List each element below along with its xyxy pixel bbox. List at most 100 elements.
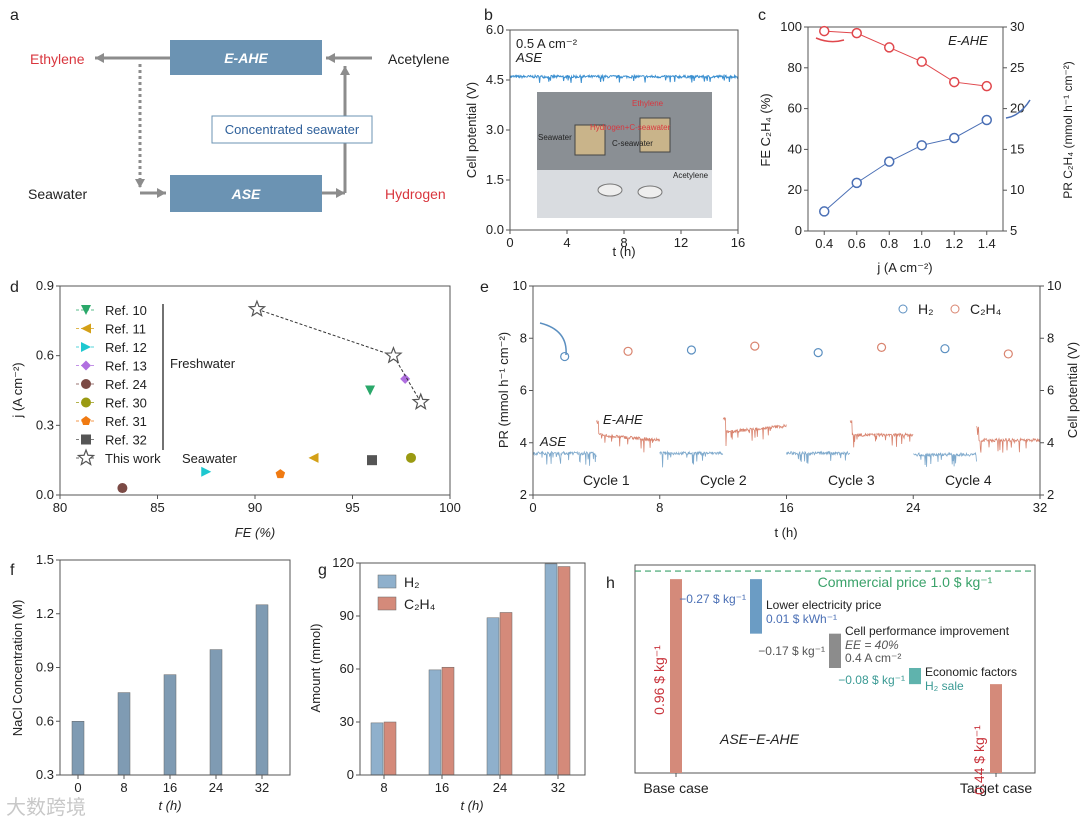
inset-bottle [597,183,623,197]
inset-bottle [637,185,663,199]
inset-cell-right [639,117,671,153]
legend-marker-square-icon [81,434,91,445]
left-axis-arrow-icon [815,37,845,43]
panel-h-chart: Commercial price 1.0 $ kg⁻¹ Base case 0.96… [634,564,1036,796]
legend-marker-tri-left-icon [81,323,91,334]
bar-h2 [544,563,558,776]
y-tick-label: 25 [1010,60,1024,75]
y-axis-label: Cell potential (V) [464,82,479,178]
legend-label: Ref. 30 [105,396,147,411]
panel-letter: b [484,7,493,24]
x-axis-label: t (h) [774,525,797,540]
panel-d-chart: 80 85 90 95 100 0.0 0.3 0.6 0.9 FE (%) j (A cm⁻²) R… [10,278,461,540]
panel-letter: a [10,7,19,24]
y-tick-label: 0.3 [36,417,54,432]
y-tick-label: 6 [520,383,527,398]
text-label: Concentrated seawater [225,122,360,137]
legend-label: Ref. 12 [105,340,147,355]
legend-label: Ref. 24 [105,377,147,392]
data-point-ref-24 [117,483,128,494]
potential-segment-e-ahe [722,416,787,447]
bar-c2h4 [383,721,397,776]
step-title: Lower electricity price [766,598,882,612]
inset-label: Seawater [538,133,572,142]
step-detail: H₂ sale [925,679,964,693]
legend-marker-star-icon [76,448,96,466]
x-tick-label: 16 [779,500,793,515]
this-work-dashed-line [256,308,422,403]
concentrated-seawater-box [211,115,373,144]
y-tick-label: 10 [1047,278,1061,293]
bar-c2h4 [441,666,455,776]
arrow-hydrogen-up-head [340,66,350,75]
arrow-to-hydrogen-head [336,188,345,198]
cycle-label: Cycle 2 [700,472,747,488]
x-axis-label: t (h) [460,798,483,813]
y-tick-label: 90 [340,608,354,623]
bar [209,649,223,776]
x-tick-label: 0 [506,235,513,250]
bar-value-label: 0.44 $ kg⁻¹ [971,725,987,795]
pr-point-h2 [686,345,697,355]
y-axis-label: PR (mmol h⁻¹ cm⁻²) [496,332,511,448]
potential-segment-ase [913,451,977,467]
data-point-pr [851,177,862,189]
panel-letter: g [318,562,327,579]
data-point-fe [819,25,830,37]
eahe-label: E-AHE [603,412,643,427]
x-tick-label: 0.4 [815,236,833,251]
y-tick-label: 60 [340,661,354,676]
y-tick-label: 0.9 [36,278,54,293]
inset-bench [537,170,712,218]
step-delta-label: −0.08 $ kg⁻¹ [838,673,905,687]
panel-b-chart: 0 4 8 12 16 0.0 1.5 3.0 4.5 6.0 t (h) Cell potentia… [464,22,745,259]
x-tick-label: 12 [674,235,688,250]
ase-annotation: ASE [515,50,542,65]
legend-marker-pentagon-icon [81,416,91,426]
legend-label: Ref. 11 [105,322,146,337]
panel-f-chart: 0 8 16 24 32 0.3 0.6 0.9 1.2 1.5 t (h) NaCl Concent… [10,552,291,813]
legend-label: This work [105,451,161,466]
text-label: ASE [231,186,261,202]
x-tick-label: 80 [53,500,67,515]
y-axis-label: FE C₂H₄ (%) [758,93,773,166]
x-tick-label: 0 [529,500,536,515]
ase-label: ASE [539,434,566,449]
data-point-ref-32 [367,455,377,466]
x-tick-label: 16 [435,780,449,795]
y-tick-label: 2 [1047,487,1054,502]
x-tick-label: 8 [620,235,627,250]
legend-label: C₂H₄ [404,596,436,612]
legend-swatch-icon [377,574,397,589]
x-tick-label: 90 [248,500,262,515]
x-tick-label: 1.0 [913,236,931,251]
x-tick-label: 85 [150,500,164,515]
series-line-fe [824,30,987,87]
y-tick-label: 20 [788,182,802,197]
scenario-label: ASE−E-AHE [719,731,800,747]
arrow-from-acetylene-head [326,53,335,63]
inset-label: Hydrogen+C-seawater [590,123,671,132]
data-point-this-work [411,392,430,410]
data-point-pr [981,114,992,126]
pr-point-c2h4 [876,342,887,352]
bar-c2h4 [499,612,513,776]
pr-point-h2 [813,348,823,358]
bar-h2 [486,617,500,776]
y-tick-label: 8 [1047,330,1054,345]
potential-segment-ase [659,450,724,468]
data-point-pr [884,156,895,167]
inset-cell-left [574,124,606,156]
data-point-fe [916,56,927,67]
legend-h2-marker-icon [898,304,908,314]
y-tick-label: 1.5 [486,172,504,187]
bar [117,692,131,776]
data-point-pr [819,206,830,217]
bar [255,604,269,776]
potential-segment-e-ahe [849,420,914,448]
text-label: Acetylene [388,51,450,67]
data-point-ref-10 [365,385,376,396]
cost-bar [990,684,1002,773]
eahe-annotation: E-AHE [948,33,988,48]
